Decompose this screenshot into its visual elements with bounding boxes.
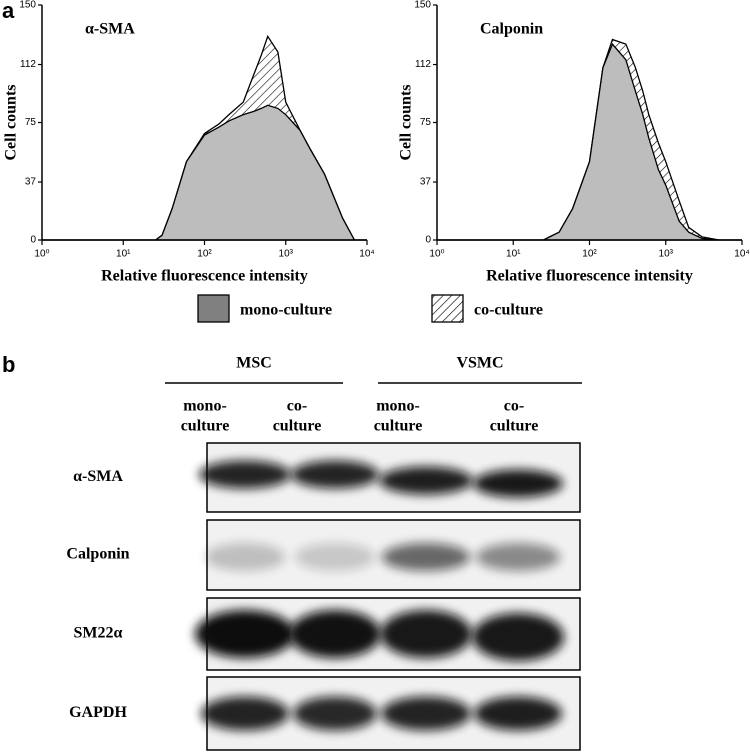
y-tick-label: 75	[420, 117, 432, 128]
row-label: α-SMA	[73, 468, 123, 485]
legend-label: mono-culture	[240, 302, 332, 319]
y-axis-label: Cell counts	[3, 85, 20, 161]
column-label: mono-	[183, 398, 227, 415]
x-tick-label: 10²	[197, 249, 212, 260]
y-tick-label: 37	[25, 177, 37, 188]
chart-title: α-SMA	[85, 21, 135, 38]
chart-title: Calponin	[480, 21, 543, 38]
x-tick-label: 10⁰	[429, 249, 444, 260]
blot-band	[201, 696, 289, 731]
x-tick-label: 10¹	[116, 249, 131, 260]
legend-swatch	[197, 294, 230, 323]
blot-band	[473, 469, 563, 498]
blot-band	[293, 696, 377, 731]
blot-band	[379, 466, 473, 495]
y-tick-label: 37	[420, 177, 432, 188]
blot-band	[205, 543, 285, 571]
column-label: mono-	[376, 398, 420, 415]
row-label: Calponin	[66, 546, 129, 563]
blot-band	[476, 543, 560, 571]
y-tick-label: 0	[425, 235, 431, 246]
column-label: culture	[374, 418, 423, 435]
histogram-area	[437, 42, 742, 241]
x-tick-label: 10¹	[506, 249, 521, 260]
y-tick-label: 112	[415, 59, 431, 70]
column-label: culture	[273, 418, 322, 435]
x-tick-label: 10²	[582, 249, 597, 260]
x-tick-label: 10⁴	[734, 249, 749, 260]
column-label: culture	[490, 418, 539, 435]
column-label: culture	[181, 418, 230, 435]
blot-band	[289, 610, 381, 658]
blot-band	[195, 610, 295, 658]
y-tick-label: 150	[19, 0, 36, 11]
x-tick-label: 10⁴	[359, 249, 374, 260]
y-tick-label: 0	[30, 235, 36, 246]
column-label: co-	[287, 398, 307, 415]
blot-band	[472, 613, 564, 661]
x-tick-label: 10⁰	[34, 249, 49, 260]
row-label: GAPDH	[69, 704, 127, 721]
row-label: SM22α	[74, 625, 123, 642]
histogram-area	[42, 104, 367, 241]
group-label: MSC	[236, 355, 272, 372]
blot-band	[474, 696, 562, 731]
x-axis-label: Relative fluorescence intensity	[486, 268, 693, 285]
blot-band	[381, 696, 471, 731]
legend-swatch	[431, 294, 464, 323]
y-tick-label: 75	[25, 117, 37, 128]
y-tick-label: 150	[414, 0, 431, 11]
blot-band	[295, 543, 375, 571]
group-label: VSMC	[456, 355, 503, 372]
x-axis-label: Relative fluorescence intensity	[101, 268, 308, 285]
x-tick-label: 10³	[279, 249, 294, 260]
y-tick-label: 112	[20, 59, 36, 70]
blot-band	[380, 610, 472, 658]
y-axis-label: Cell counts	[398, 85, 415, 161]
panel-label: b	[2, 352, 15, 377]
panel-label: a	[2, 0, 15, 23]
column-label: co-	[504, 398, 524, 415]
legend-label: co-culture	[474, 302, 543, 319]
blot-band	[291, 460, 379, 489]
x-tick-label: 10³	[659, 249, 674, 260]
blot-band	[382, 543, 470, 571]
blot-band	[199, 460, 291, 489]
